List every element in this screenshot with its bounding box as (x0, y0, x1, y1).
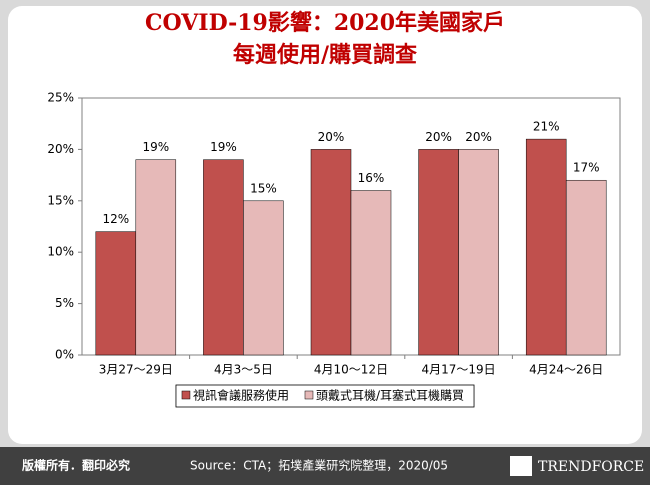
value-label: 12% (102, 212, 129, 226)
x-tick-label: 4月10～12日 (314, 363, 388, 377)
value-label: 20% (465, 130, 492, 144)
footer-bar (0, 447, 650, 485)
legend-label: 視訊會議服務使用 (193, 388, 289, 403)
bar (243, 200, 284, 356)
y-tick-label: 0% (55, 348, 74, 362)
footer-rights: 版權所有．翻印必究 (22, 458, 130, 473)
value-label: 19% (142, 140, 169, 154)
logo-icon (510, 456, 532, 476)
legend-label: 頭戴式耳機/耳塞式耳機購買 (316, 388, 464, 403)
bar (565, 179, 607, 356)
footer-logo: TRENDFORCE (538, 459, 644, 475)
bar (458, 149, 499, 356)
value-label: 16% (358, 171, 385, 185)
bar (135, 159, 177, 356)
x-tick-label: 4月24～26日 (529, 363, 603, 377)
value-label: 19% (210, 140, 237, 154)
x-tick-label: 4月3～5日 (214, 363, 273, 377)
value-label: 20% (425, 130, 452, 144)
y-tick-label: 20% (47, 142, 74, 156)
bar (418, 149, 459, 356)
value-label: 20% (318, 130, 345, 144)
value-label: 21% (533, 120, 560, 134)
bar (525, 138, 567, 356)
legend-box (175, 384, 475, 408)
bar (350, 190, 392, 356)
y-tick-label: 25% (47, 91, 74, 105)
value-label: 17% (573, 161, 600, 175)
y-tick-label: 5% (55, 296, 74, 310)
legend-swatch (304, 390, 314, 400)
legend-swatch (181, 390, 191, 400)
bar (95, 231, 137, 356)
value-label: 15% (250, 181, 277, 195)
chart-title: COVID-19影響：2020年美國家戶 (145, 10, 505, 36)
y-tick-label: 15% (47, 193, 74, 207)
bar (203, 159, 244, 356)
y-tick-label: 10% (47, 245, 74, 259)
footer-source: Source：CTA；拓墣產業研究院整理，2020/05 (190, 458, 448, 473)
chart-title: 每週使用/購買調查 (233, 42, 417, 68)
x-tick-label: 4月17～19日 (422, 363, 496, 377)
bar (310, 149, 352, 356)
x-tick-label: 3月27～29日 (99, 363, 173, 377)
